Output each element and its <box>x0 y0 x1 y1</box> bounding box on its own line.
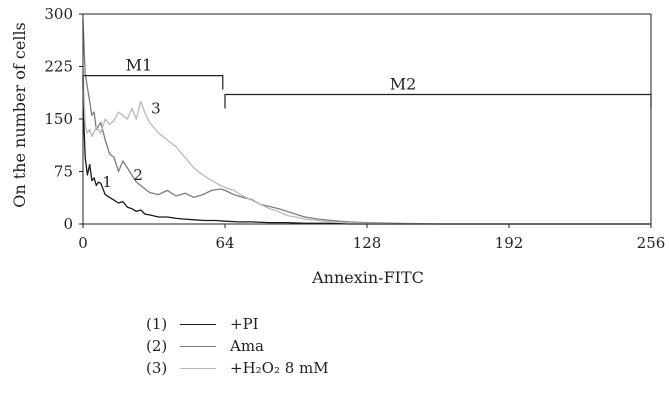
series-layer: 1 2 3 <box>82 20 651 225</box>
series-line-2 <box>82 20 651 225</box>
series-line-3 <box>82 69 651 225</box>
y-tick-label: 300 <box>44 5 73 23</box>
ticks-layer: 0 64 128 192 256 0 75 150 225 300 <box>44 5 665 252</box>
legend-swatch-pi <box>180 323 216 325</box>
legend-swatch-h2o2 <box>180 367 216 369</box>
y-tick-label: 75 <box>54 163 73 181</box>
series-number-label: 1 <box>102 173 112 191</box>
x-tick-label: 256 <box>637 234 666 252</box>
y-tick-label: 0 <box>63 215 73 233</box>
legend: (1) +PI (2) Ama (3) +H₂O₂ 8 mM <box>146 313 329 379</box>
legend-item-ama: (2) Ama <box>146 335 329 357</box>
legend-label: +PI <box>230 315 259 333</box>
x-tick-label: 0 <box>78 234 88 252</box>
legend-label: +H₂O₂ 8 mM <box>230 359 329 377</box>
axes-layer <box>82 13 652 225</box>
x-tick-label: 64 <box>215 234 234 252</box>
y-tick-label: 150 <box>44 110 73 128</box>
x-tick-label: 192 <box>495 234 524 252</box>
series-number-label: 3 <box>151 100 161 118</box>
legend-swatch-ama <box>180 345 216 347</box>
series-line-1 <box>82 101 651 225</box>
gate-label: M1 <box>126 56 153 75</box>
legend-item-pi: (1) +PI <box>146 313 329 335</box>
x-axis-title: Annexin-FITC <box>311 268 424 287</box>
series-number-label: 2 <box>133 166 143 184</box>
gate-m2 <box>224 93 652 109</box>
gates-layer: M1 M2 <box>82 56 652 109</box>
legend-item-h2o2: (3) +H₂O₂ 8 mM <box>146 357 329 379</box>
legend-label: Ama <box>230 337 264 355</box>
gate-m1 <box>82 75 224 90</box>
legend-num: (2) <box>146 337 168 355</box>
y-tick-label: 225 <box>44 58 73 76</box>
x-tick-label: 128 <box>353 234 382 252</box>
y-axis-title: On the number of cells <box>10 22 29 208</box>
legend-num: (1) <box>146 315 168 333</box>
gate-label: M2 <box>390 75 417 94</box>
legend-num: (3) <box>146 359 168 377</box>
histogram-chart: 1 2 3 M1 M2 0 64 128 192 256 0 75 150 225 300 Annexi… <box>10 5 665 287</box>
